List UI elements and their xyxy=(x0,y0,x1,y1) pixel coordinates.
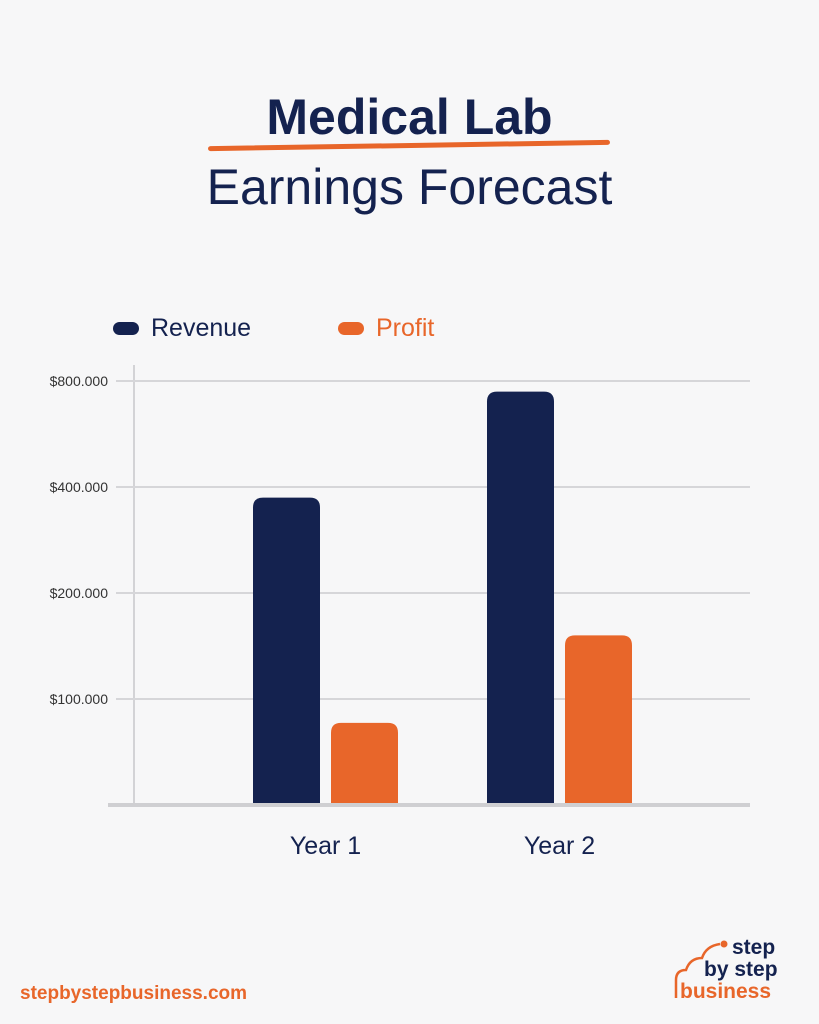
step-by-step-business-logo: step by step business xyxy=(674,936,778,1002)
bar-profit-year-2 xyxy=(565,635,632,803)
legend-swatch-revenue xyxy=(113,322,139,335)
y-tick-label: $200.000 xyxy=(50,585,109,601)
legend-swatch-profit xyxy=(338,322,364,335)
x-tick-label: Year 2 xyxy=(524,832,595,860)
legend-profit: Profit xyxy=(338,314,434,343)
footer-url[interactable]: stepbystepbusiness.com xyxy=(20,983,248,1004)
svg-text:step: step xyxy=(732,936,775,959)
legend-label-revenue: Revenue xyxy=(151,314,252,342)
bar-revenue-year-2 xyxy=(487,391,554,803)
bar-revenue-year-1 xyxy=(253,497,320,803)
chart-title-line1: Medical Lab xyxy=(266,89,553,145)
y-tick-label: $100.000 xyxy=(50,691,109,707)
svg-text:by step: by step xyxy=(704,958,778,981)
x-tick-label: Year 1 xyxy=(290,832,361,860)
legend-label-profit: Profit xyxy=(376,314,435,342)
y-tick-label: $800.000 xyxy=(50,373,109,389)
chart-title-line2: Earnings Forecast xyxy=(206,159,613,215)
y-tick-label: $400.000 xyxy=(50,479,109,495)
bar-profit-year-1 xyxy=(331,722,398,803)
svg-text:business: business xyxy=(680,980,771,1002)
legend-revenue: Revenue xyxy=(113,314,251,343)
